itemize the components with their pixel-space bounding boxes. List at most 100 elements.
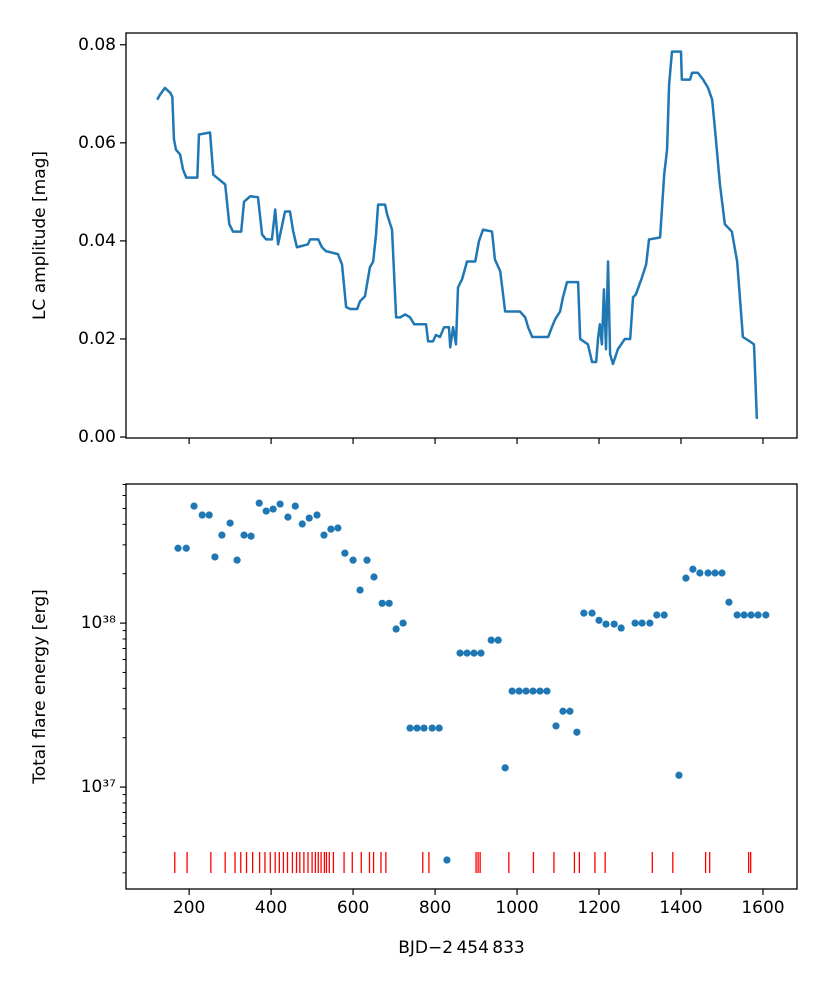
flare-point [428,724,436,732]
flare-point [435,724,443,732]
flare-point [406,724,414,732]
flare-point [198,511,206,519]
flare-point [470,649,478,657]
flare-point [559,707,567,715]
flare-point [725,598,733,606]
flare-point [552,722,560,730]
flare-point [327,525,335,533]
flare-point [385,599,393,607]
flare-point [420,724,428,732]
flare-point [413,724,421,732]
flare-point [247,532,255,540]
flare-point [349,556,357,564]
flare-point [334,524,342,532]
flare-point [313,511,321,519]
x-tick-label: 600 [337,898,369,918]
flare-point [443,856,451,864]
flare-point [529,687,537,695]
flare-point [682,574,690,582]
flare-point [341,549,349,557]
flare-point [515,687,523,695]
flare-point [617,624,625,632]
y-tick-label: 0.00 [78,427,116,447]
flare-point [660,611,668,619]
y-tick-label: 10³⁸ [81,613,116,633]
flare-point [240,531,248,539]
flare-point [182,544,190,552]
y-tick-label: 0.04 [78,231,116,251]
flare-point [399,619,407,627]
flare-point [305,514,313,522]
flare-point [543,687,551,695]
flare-point [356,586,364,594]
flare-point [536,687,544,695]
flare-point [269,505,277,513]
flare-point [711,569,719,577]
flare-point [190,502,198,510]
axes-frame [125,32,798,439]
x-tick-label: 1200 [577,898,620,918]
flare-point [646,619,654,627]
y-axis-label: Total flare energy [erg] [30,589,50,785]
y-tick-label: 0.02 [78,329,116,349]
flare-point [704,569,712,577]
flare-point [718,569,726,577]
flare-point [762,611,770,619]
flare-point [276,500,284,508]
y-tick-label: 10³⁷ [81,777,116,797]
flare-point [733,611,741,619]
flare-point [298,520,306,528]
flare-point [233,556,241,564]
flare-point [653,611,661,619]
flare-point [320,531,328,539]
flare-point [689,565,697,573]
flare-point [610,620,618,628]
flare-point [218,531,226,539]
lc-line [156,50,759,419]
flare-point [675,771,683,779]
x-tick-label: 1600 [741,898,784,918]
flare-point [392,625,400,633]
x-tick-label: 200 [173,898,205,918]
x-tick-label: 1000 [495,898,538,918]
y-tick-label: 0.06 [78,133,116,153]
flare-point [487,636,495,644]
flare-point [522,687,530,695]
x-tick-label: 1400 [659,898,702,918]
flare-point [588,609,596,617]
flare-point [456,649,464,657]
flare-point [602,620,610,628]
x-tick-label: 400 [255,898,287,918]
flare-point [580,609,588,617]
flare-point [501,764,509,772]
flare-point [226,519,234,527]
y-axis-label: LC amplitude [mag] [30,151,50,320]
x-axis-label: BJD−2 454 833 [398,938,525,958]
flare-point [740,611,748,619]
flare-point [370,573,378,581]
flare-point [631,619,639,627]
flare-point [573,728,581,736]
flare-point [363,556,371,564]
flare-point [595,616,603,624]
flare-point [291,502,299,510]
flare-point [566,707,574,715]
flare-point [255,499,263,507]
flare-point [378,599,386,607]
y-tick-label: 0.08 [78,35,116,55]
flare-point [638,619,646,627]
axes-frame [125,483,798,890]
flare-point [262,507,270,515]
flare-point [174,544,182,552]
flare-point [477,649,485,657]
flare-point [494,636,502,644]
flare-point [211,553,219,561]
x-tick-label: 800 [419,898,451,918]
flare-point [205,511,213,519]
flare-point [754,611,762,619]
flare-point [747,611,755,619]
flare-point [696,569,704,577]
flare-point [284,513,292,521]
